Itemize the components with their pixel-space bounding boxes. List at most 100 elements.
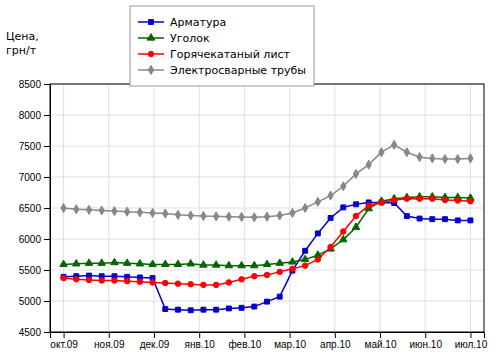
series-marker (226, 306, 231, 311)
series-line (64, 199, 471, 285)
y-tick-label: 8000 (19, 110, 42, 121)
series-marker (264, 272, 270, 278)
series-line (64, 202, 471, 310)
x-tick-label: янв.10 (185, 339, 216, 350)
legend-marker (148, 65, 153, 74)
series (61, 196, 473, 288)
series-marker (187, 260, 194, 266)
x-tick: июн.10 (409, 332, 442, 350)
y-tick-label: 8500 (19, 79, 42, 90)
series-marker (366, 160, 371, 169)
series-marker (289, 258, 296, 264)
series-marker (341, 205, 346, 210)
series-marker (302, 263, 308, 269)
series-marker (277, 211, 282, 220)
x-tick: мар.10 (274, 332, 306, 350)
grid-line (50, 270, 484, 271)
x-tick-label: окт.09 (50, 339, 78, 350)
series-marker (252, 273, 258, 279)
legend-label: Горячекатаный лист (170, 48, 291, 61)
series-marker (163, 280, 169, 286)
series-marker (163, 209, 168, 218)
y-tick-label: 7500 (19, 141, 42, 152)
series-marker (430, 217, 435, 222)
x-tick-label: дек.09 (140, 339, 170, 350)
y-tick: 8500 (19, 79, 50, 90)
series-marker (455, 218, 460, 223)
series-marker (150, 208, 155, 217)
series-marker (226, 280, 232, 286)
y-tick-mark (44, 208, 50, 209)
y-tick: 8000 (19, 110, 50, 121)
x-tick-mark (64, 332, 65, 338)
x-tick-mark (380, 332, 381, 338)
series-marker (112, 278, 118, 284)
x-tick-label: мар.10 (274, 339, 306, 350)
series-line (64, 145, 471, 218)
grid-line (470, 84, 471, 332)
series-marker (303, 203, 308, 212)
x-tick-label: ноя.09 (94, 339, 125, 350)
x-tick: фев.10 (228, 332, 261, 350)
series-marker (73, 260, 80, 266)
series-marker (239, 305, 244, 310)
series-marker (303, 248, 308, 253)
y-tick: 7000 (19, 172, 50, 183)
series-marker (86, 205, 91, 214)
series-marker (61, 203, 66, 212)
series-marker (149, 260, 156, 266)
series-marker (328, 244, 334, 250)
x-tick: июл.10 (455, 332, 488, 350)
series-marker (200, 261, 207, 267)
series-marker (225, 261, 232, 267)
series (60, 193, 474, 268)
legend-label: Арматура (170, 16, 226, 29)
series-marker (264, 212, 269, 221)
grid-line (334, 84, 335, 332)
series-marker (341, 229, 347, 235)
series-marker (354, 202, 359, 207)
y-tick-label: 6500 (19, 203, 42, 214)
series-marker (417, 196, 423, 202)
series-marker (340, 235, 347, 241)
series-marker (442, 197, 448, 203)
y-axis-title: Цена, (6, 30, 39, 43)
series-marker (125, 207, 130, 216)
series-marker (99, 278, 105, 284)
legend-box (130, 6, 314, 86)
x-tick-mark (335, 332, 336, 338)
series-marker (174, 260, 181, 266)
chart: окт.09ноя.09дек.09янв.10фев.10мар.10апр.… (0, 0, 500, 360)
y-tick-label: 5000 (19, 296, 42, 307)
series-marker (455, 198, 461, 204)
series-marker (176, 307, 181, 312)
grid-line (50, 146, 484, 147)
series-marker (238, 261, 245, 267)
series-marker (417, 216, 422, 221)
series-marker (404, 214, 409, 219)
series-marker (137, 208, 142, 217)
series-marker (315, 197, 320, 206)
grid-line (50, 115, 484, 116)
y-tick: 5500 (19, 265, 50, 276)
series-marker (353, 213, 359, 219)
series-marker (188, 281, 194, 287)
x-tick-mark (109, 332, 110, 338)
series-line (64, 197, 471, 266)
x-axis: окт.09ноя.09дек.09янв.10фев.10мар.10апр.… (50, 332, 487, 350)
series-marker (86, 277, 92, 283)
series-marker (379, 200, 385, 206)
x-tick: дек.09 (140, 332, 170, 350)
grid (50, 84, 484, 332)
series-marker (341, 182, 346, 191)
y-tick: 4500 (19, 327, 50, 338)
series-marker (175, 210, 180, 219)
series-marker (188, 308, 193, 313)
y-tick: 7500 (19, 141, 50, 152)
series-marker (137, 279, 143, 285)
series-marker (366, 203, 372, 209)
x-tick-mark (244, 332, 245, 338)
legend-item: Горячекатаный лист (138, 48, 291, 61)
series-marker (392, 140, 397, 149)
series-marker (150, 280, 156, 286)
